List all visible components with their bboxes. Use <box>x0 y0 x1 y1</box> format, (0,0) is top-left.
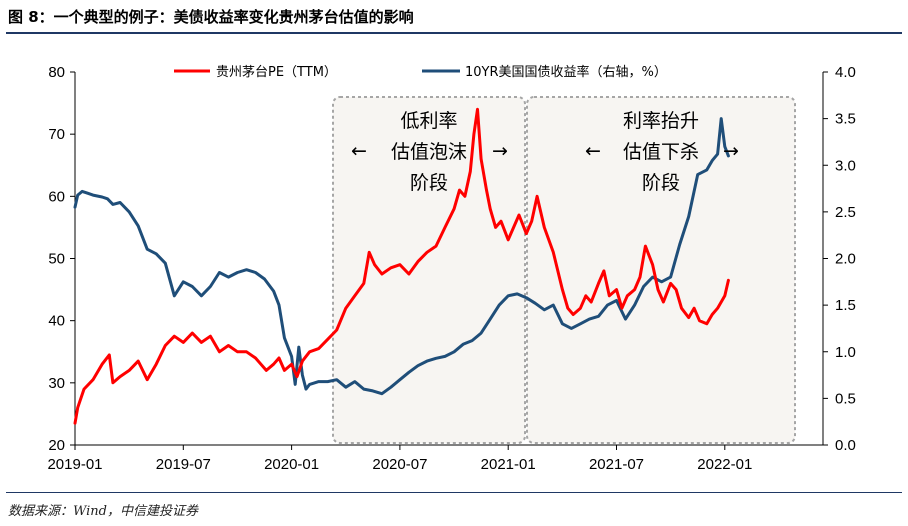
right-tick-label: 2.0 <box>835 251 856 268</box>
shaded-period-rate-hike <box>526 96 796 444</box>
right-tick-label: 4.0 <box>835 64 856 81</box>
annotation-rate-hike-line1: 利率抬升 <box>623 110 699 132</box>
right-tick-label: 3.0 <box>835 157 856 174</box>
right-tick-label: 0.0 <box>835 437 856 454</box>
annotation-low-rate-line3: 阶段 <box>410 172 448 194</box>
title-divider <box>6 32 902 34</box>
source-note: 数据来源：Wind，中信建投证券 <box>8 504 198 519</box>
right-tick-label: 1.5 <box>835 297 856 314</box>
annotation-arrow-right: → <box>492 140 508 162</box>
right-tick-label: 0.5 <box>835 390 856 407</box>
annotation-rate-hike: 利率抬升 ← 估值下杀 → 阶段 <box>585 110 739 194</box>
left-tick-label: 60 <box>48 188 65 205</box>
x-tick-label: 2021-07 <box>589 456 644 473</box>
x-tick-label: 2021-01 <box>481 456 536 473</box>
x-tick-label: 2019-01 <box>47 456 102 473</box>
shaded-period-low-rate <box>332 96 526 444</box>
annotation-arrow-left: ← <box>585 140 601 162</box>
x-axis-ticks: 2019-01 2019-07 2020-01 2020-07 2021-01 2021-… <box>47 445 752 473</box>
right-axis-ticks: 4.0 3.5 3.0 2.5 2.0 1.5 1.0 0.5 0.0 <box>823 64 856 454</box>
series-pe-line <box>73 107 730 425</box>
x-tick-label: 2020-01 <box>264 456 319 473</box>
legend-label-yield: 10YR美国国债收益率（右轴，%） <box>465 64 667 80</box>
annotation-low-rate-line1: 低利率 <box>400 110 457 132</box>
legend: 贵州茅台PE（TTM） 10YR美国国债收益率（右轴，%） <box>174 64 667 80</box>
left-tick-label: 30 <box>48 375 65 392</box>
x-tick-label: 2019-07 <box>156 456 211 473</box>
figure-title: 图 8：一个典型的例子：美债收益率变化贵州茅台估值的影响 <box>8 8 414 26</box>
footer-divider <box>6 492 902 493</box>
legend-label-pe: 贵州茅台PE（TTM） <box>216 65 337 80</box>
left-tick-label: 50 <box>48 251 65 268</box>
annotation-low-rate-line2: 估值泡沫 <box>391 141 467 163</box>
left-tick-label: 20 <box>48 437 65 454</box>
left-tick-label: 70 <box>48 126 65 143</box>
annotation-low-rate: 低利率 ← 估值泡沫 → 阶段 <box>351 110 508 194</box>
left-tick-label: 40 <box>48 313 65 330</box>
right-tick-label: 1.0 <box>835 344 856 361</box>
annotation-rate-hike-line2: 估值下杀 <box>623 141 699 163</box>
annotation-arrow-right: → <box>723 140 739 162</box>
series-yield-line <box>73 117 730 396</box>
x-tick-label: 2020-07 <box>372 456 427 473</box>
right-tick-label: 3.5 <box>835 111 856 128</box>
x-tick-label: 2022-01 <box>697 456 752 473</box>
right-tick-label: 2.5 <box>835 204 856 221</box>
annotation-arrow-left: ← <box>351 140 367 162</box>
annotation-rate-hike-line3: 阶段 <box>642 172 680 194</box>
left-axis-ticks: 80 70 60 50 40 30 20 <box>48 64 75 454</box>
left-tick-label: 80 <box>48 64 65 81</box>
